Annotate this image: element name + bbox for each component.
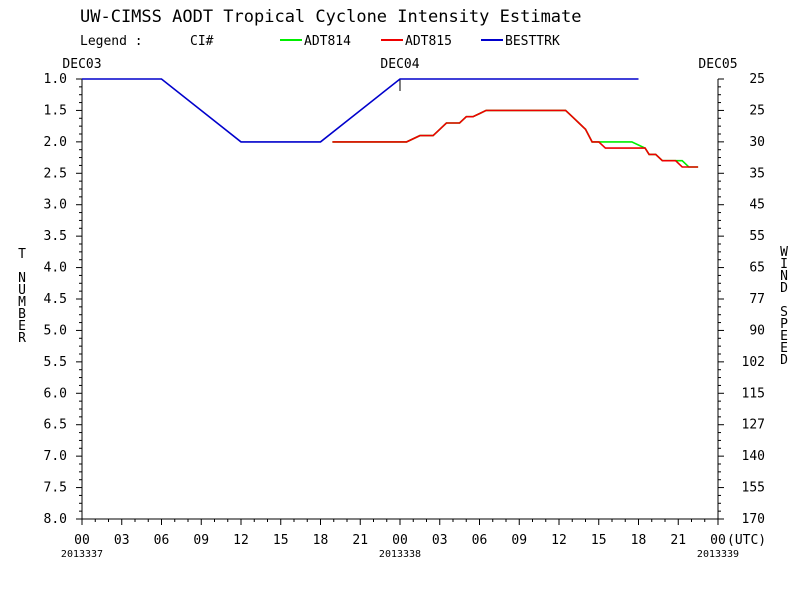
x-tick-label: 00 — [74, 533, 90, 548]
y2-tick-label: 45 — [749, 198, 765, 213]
x-tick-label: 06 — [154, 533, 170, 548]
y2-tick-label: 127 — [742, 418, 765, 433]
y2-tick-label: 115 — [742, 386, 765, 401]
axes: 1.0 25 1.5 25 2.0 30 2.5 35 3.0 45 3.5 55 4.0 65 4.5 77… — [44, 57, 767, 560]
x-tick-label: 00 — [392, 533, 408, 548]
date-label: 2013339 — [697, 549, 739, 560]
series-lines — [82, 78, 699, 168]
y-tick-label: 2.5 — [44, 166, 67, 181]
y-tick-label: 3.0 — [44, 198, 67, 213]
day-label: DEC05 — [698, 57, 737, 72]
y-tick-label: 4.5 — [44, 292, 67, 307]
chart-title: UW-CIMSS AODT Tropical Cyclone Intensity… — [80, 7, 582, 27]
y2-tick-label: 25 — [749, 103, 765, 118]
x-tick-label: 21 — [670, 533, 686, 548]
y2-tick-label: 65 — [749, 261, 765, 276]
y2-tick-label: 102 — [742, 355, 765, 370]
y-tick-label: 5.5 — [44, 355, 67, 370]
x-tick-label: 18 — [313, 533, 329, 548]
legend: ADT814 ADT815 BESTTRK — [280, 34, 560, 49]
date-label: 2013338 — [379, 549, 421, 560]
x-tick-label: 03 — [432, 533, 448, 548]
x-tick-label: 15 — [273, 533, 289, 548]
y-tick-label: 7.5 — [44, 481, 67, 496]
y-tick-label: 1.0 — [44, 72, 67, 87]
y2-tick-label: 77 — [749, 292, 765, 307]
series-line-besttrk — [82, 78, 639, 143]
x-tick-label: 15 — [591, 533, 607, 548]
x-tick-label: 03 — [114, 533, 130, 548]
y2-tick-label: 25 — [749, 72, 765, 87]
y-tick-label: 2.0 — [44, 135, 67, 150]
y-tick-label: 4.0 — [44, 261, 67, 276]
legend-ci-label: CI# — [190, 34, 214, 49]
y-tick-label: 6.0 — [44, 386, 67, 401]
x-tick-label: 00 — [710, 533, 726, 548]
y2-tick-label: 90 — [749, 323, 765, 338]
day-label: DEC04 — [380, 57, 419, 72]
date-label: 2013337 — [61, 549, 103, 560]
legend-entry-besttrk: BESTTRK — [505, 34, 560, 49]
x-tick-label: 12 — [233, 533, 249, 548]
y-tick-label: 6.5 — [44, 418, 67, 433]
x-tick-label: 06 — [472, 533, 488, 548]
y2-tick-label: 35 — [749, 166, 765, 181]
y2-tick-label: 170 — [742, 512, 765, 527]
x-unit-label: (UTC) — [727, 533, 766, 548]
x-tick-label: 18 — [631, 533, 647, 548]
legend-entry-adt815: ADT815 — [405, 34, 452, 49]
y2-tick-label: 30 — [749, 135, 765, 150]
series-line-adt814 — [332, 109, 699, 168]
day-label: DEC03 — [62, 57, 101, 72]
y2-tick-label: 55 — [749, 229, 765, 244]
y-tick-label: 8.0 — [44, 512, 67, 527]
y-tick-label: 7.0 — [44, 449, 67, 464]
y-tick-label: 1.5 — [44, 103, 67, 118]
x-tick-label: 09 — [511, 533, 527, 548]
legend-label: Legend : — [80, 34, 143, 49]
legend-entry-adt814: ADT814 — [304, 34, 351, 49]
x-tick-label: 21 — [352, 533, 368, 548]
y2-tick-label: 140 — [742, 449, 765, 464]
y-tick-label: 3.5 — [44, 229, 67, 244]
y2-tick-label: 155 — [742, 481, 765, 496]
x-tick-label: 12 — [551, 533, 567, 548]
series-line-adt815 — [332, 109, 699, 168]
y-tick-label: 5.0 — [44, 323, 67, 338]
x-tick-label: 09 — [193, 533, 209, 548]
